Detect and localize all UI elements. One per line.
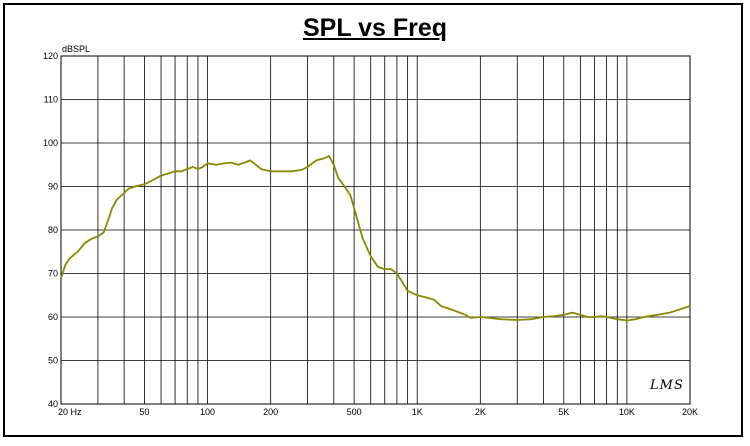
x-tick-label: 1K bbox=[412, 407, 423, 417]
lms-logo: LMS bbox=[650, 378, 684, 393]
y-tick-label: 100 bbox=[43, 138, 58, 148]
y-tick-label: 110 bbox=[44, 95, 58, 105]
y-tick-label: 40 bbox=[48, 399, 58, 409]
x-tick-label: 50 bbox=[139, 407, 149, 417]
x-tick-label: 500 bbox=[347, 407, 362, 417]
x-tick-label: 200 bbox=[263, 407, 278, 417]
y-axis-label: dBSPL bbox=[62, 44, 91, 54]
y-tick-label: 90 bbox=[48, 182, 58, 192]
chart-frame bbox=[3, 3, 743, 437]
x-tick-label: 10K bbox=[619, 407, 635, 417]
x-tick-label: 5K bbox=[558, 407, 569, 417]
x-tick-label: 20 Hz bbox=[58, 407, 82, 417]
y-tick-label: 80 bbox=[48, 225, 58, 235]
y-tick-label: 50 bbox=[48, 356, 58, 366]
x-tick-label: 20K bbox=[682, 407, 698, 417]
plot-border bbox=[60, 55, 691, 405]
x-tick-label: 2K bbox=[475, 407, 486, 417]
y-tick-label: 70 bbox=[48, 269, 58, 279]
y-tick-label: 120 bbox=[43, 51, 58, 61]
y-tick-label: 60 bbox=[48, 312, 58, 322]
chart-title: SPL vs Freq bbox=[302, 14, 448, 42]
x-tick-label: 100 bbox=[200, 407, 215, 417]
spl-curve bbox=[60, 155, 691, 322]
